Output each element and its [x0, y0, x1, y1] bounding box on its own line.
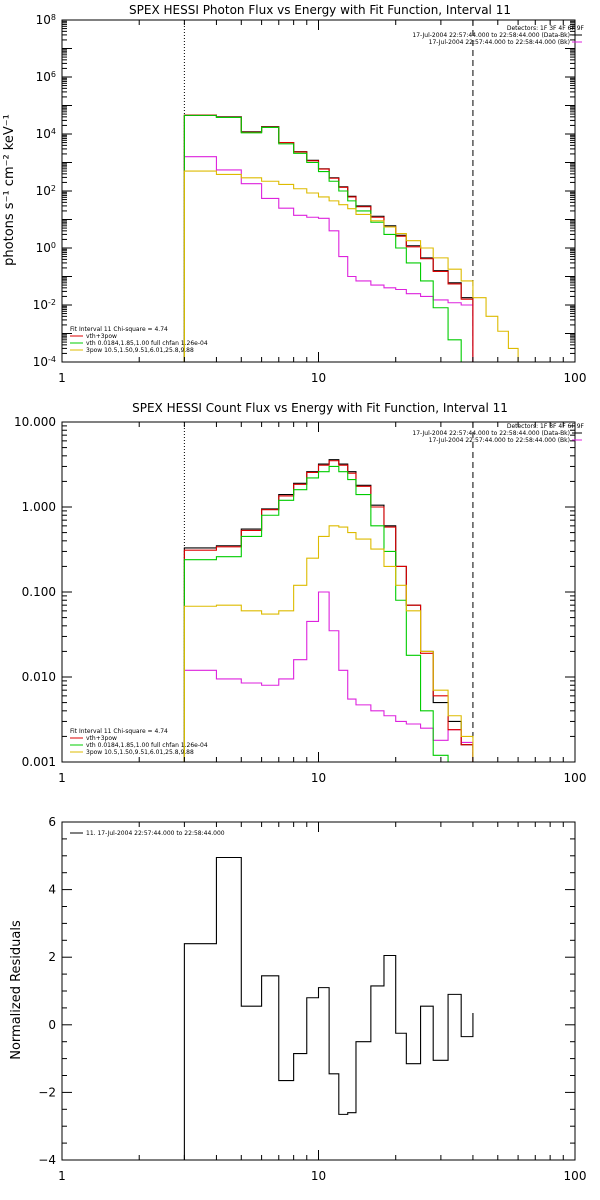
y-tick-label: −2	[38, 1085, 56, 1099]
x-tick-label: 10	[311, 371, 326, 385]
y-tick-label: 104	[36, 127, 56, 142]
y-tick-label: 0	[48, 1018, 56, 1032]
x-tick-label: 1	[58, 771, 66, 785]
y-tick-label: 106	[36, 70, 56, 85]
photon-fit-legend-line-2: vth 0.0184,1.85,1.00 full chfan 1.26e-04	[86, 340, 208, 347]
photon-flux-ylabel: photons s⁻¹ cm⁻² keV⁻¹	[2, 114, 17, 266]
photon-flux-panel: SPEX HESSI Photon Flux vs Energy with Fi…	[2, 3, 585, 354]
x-tick-label: 10	[311, 1169, 326, 1183]
series-resid-line	[183, 856, 474, 1160]
photon-top-legend-line-1: 17-Jul-2004 22:57:44.000 to 22:58:44.000…	[412, 32, 570, 39]
y-tick-label: 10.000	[14, 415, 56, 429]
count-fit-legend-line-1: vth+3pow	[86, 735, 117, 742]
y-tick-label: 10-2	[33, 298, 56, 313]
y-tick-label: 0.001	[22, 755, 56, 769]
x-tick-label: 1	[58, 371, 66, 385]
photon-fit-legend-header: Fit Interval 11 Chi-square = 4.74	[70, 326, 168, 333]
photon-flux-title: SPEX HESSI Photon Flux vs Energy with Fi…	[129, 3, 511, 17]
count-flux-title: SPEX HESSI Count Flux vs Energy with Fit…	[132, 401, 508, 415]
x-tick-label: 10	[311, 771, 326, 785]
y-tick-label: 102	[36, 184, 56, 199]
x-tick-label: 100	[564, 1169, 587, 1183]
x-tick-label: 1	[58, 1169, 66, 1183]
panel-1-marks: 1 10 100 10-4 10-2 100 102 104 106 108	[33, 13, 587, 386]
residuals-panel: Normalized Residuals 11. 17-Jul-2004 22:…	[9, 830, 225, 1060]
y-tick-label: 6	[48, 815, 56, 829]
photon-fit-legend-line-3: 3pow 10.5,1.50,9.51,6.01,25.8,9.88	[86, 347, 194, 354]
y-tick-label: 0.100	[22, 585, 56, 599]
y-tick-label: 108	[36, 13, 56, 28]
series-3pow-line	[183, 525, 474, 762]
y-tick-label: 2	[48, 950, 56, 964]
count-top-legend-line-2: 17-Jul-2004 22:57:44.000 to 22:58:44.000…	[429, 437, 570, 444]
series-3pow-line	[183, 170, 519, 362]
count-top-legend-header: Detectors: 1F 3F 4F 6F 9F	[507, 423, 585, 430]
count-fit-legend-line-3: 3pow 10.5,1.50,9.51,6.01,25.8,9.88	[86, 749, 194, 756]
panel-2-marks: 1 10 100 0.001 0.010 0.100 1.000 10.000	[14, 415, 586, 785]
series-vth-line	[183, 465, 474, 762]
panel-3-marks: 1 10 100 −4 −2 0 2 4 6	[38, 815, 586, 1183]
residuals-legend-text: 11. 17-Jul-2004 22:57:44.000 to 22:58:44…	[86, 830, 225, 837]
x-tick-label: 100	[564, 771, 587, 785]
y-tick-label: 4	[48, 883, 56, 897]
y-tick-label: 0.010	[22, 670, 56, 684]
count-fit-legend-header: Fit Interval 11 Chi-square = 4.74	[70, 728, 168, 735]
photon-fit-legend-line-1: vth+3pow	[86, 333, 117, 340]
x-tick-label: 100	[564, 371, 587, 385]
y-tick-label: 1.000	[22, 500, 56, 514]
count-flux-panel: SPEX HESSI Count Flux vs Energy with Fit…	[70, 401, 585, 756]
y-tick-label: 100	[36, 241, 56, 256]
panel-1-series	[183, 114, 519, 362]
y-tick-label: 10-4	[33, 355, 56, 370]
panel-3-series	[183, 856, 474, 1160]
photon-top-legend-header: Detectors: 1F 3F 4F 6F 9F	[507, 25, 585, 32]
count-fit-legend-line-2: vth 0.0184,1.85,1.00 full chfan 1.26e-04	[86, 742, 208, 749]
panel-2-series	[183, 459, 474, 762]
count-top-legend-line-1: 17-Jul-2004 22:57:44.000 to 22:58:44.000…	[412, 430, 570, 437]
photon-top-legend-line-2: 17-Jul-2004 22:57:44.000 to 22:58:44.000…	[429, 39, 570, 46]
y-tick-label: −4	[38, 1153, 56, 1167]
residuals-ylabel: Normalized Residuals	[9, 920, 24, 1060]
series-vth-line	[183, 114, 474, 362]
